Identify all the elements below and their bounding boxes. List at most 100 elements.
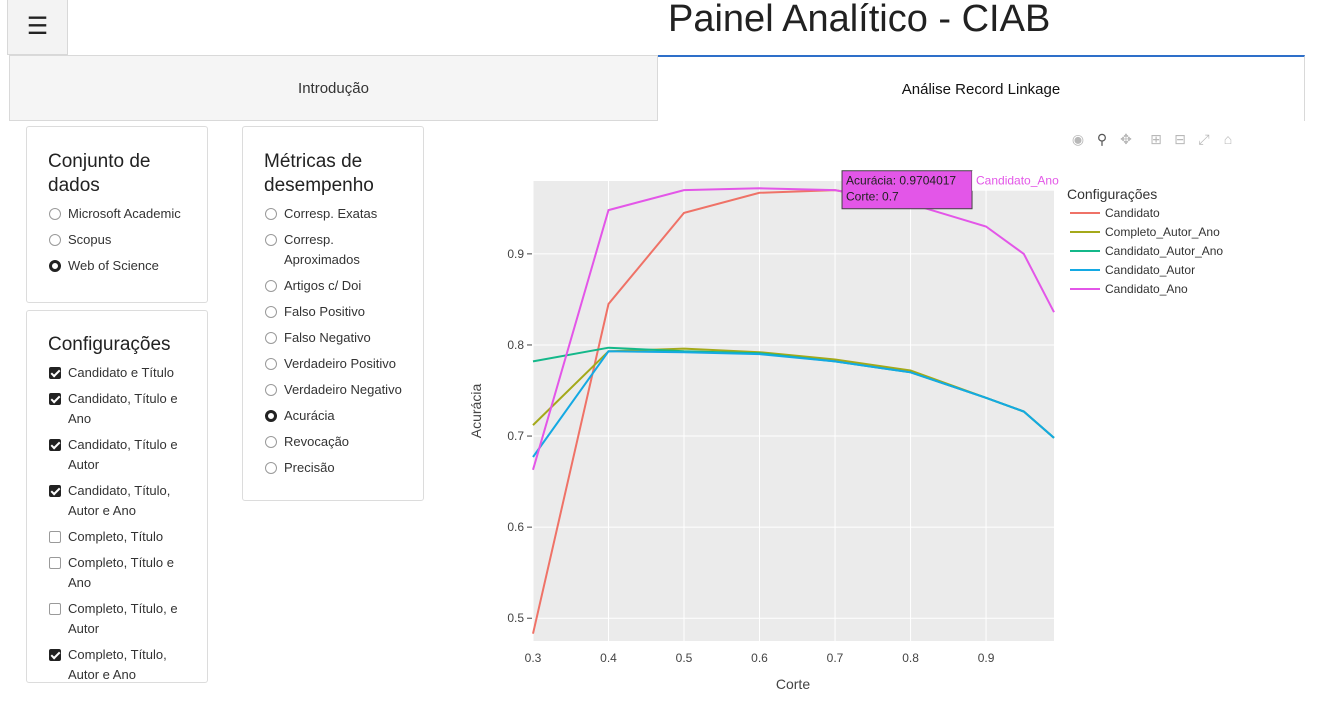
radio-button[interactable] (265, 436, 277, 448)
camera-icon[interactable]: ◉ (1071, 131, 1085, 147)
legend-label[interactable]: Candidato_Autor_Ano (1105, 244, 1223, 258)
config-panel: Configurações Candidato e Título Candidat… (26, 310, 208, 683)
home-icon[interactable]: ⌂ (1223, 131, 1233, 147)
checkbox[interactable] (49, 603, 61, 615)
zoom-icon[interactable]: ⚲ (1096, 131, 1108, 147)
option-label: Candidato, Título e Autor (68, 437, 178, 472)
metric-option-3[interactable]: Falso Positivo (264, 302, 414, 322)
checkbox[interactable] (49, 485, 61, 497)
y-tick-label: 0.9 (507, 247, 524, 261)
checkbox[interactable] (49, 557, 61, 569)
metric-option-8[interactable]: Revocação (264, 432, 414, 452)
option-label: Corresp. Exatas (284, 206, 378, 221)
metric-option-9[interactable]: Precisão (264, 458, 414, 478)
config-option-5[interactable]: Completo, Título e Ano (48, 553, 198, 593)
dataset-panel: Conjunto de dados Microsoft Academic Scopu… (26, 126, 208, 303)
series-line-Candidato_Autor[interactable] (532, 350, 1055, 458)
metrics-title: Métricas de desempenho (264, 151, 374, 196)
config-option-4[interactable]: Completo, Título (48, 527, 198, 547)
hamburger-icon: ☰ (26, 13, 49, 40)
checkbox[interactable] (49, 367, 61, 379)
option-label: Candidato e Título (68, 365, 174, 380)
config-option-3[interactable]: Candidato, Título, Autor e Ano (48, 481, 198, 521)
metric-option-6[interactable]: Verdadeiro Negativo (264, 380, 414, 400)
radio-button[interactable] (265, 332, 277, 344)
option-label: Verdadeiro Positivo (284, 356, 397, 371)
option-label: Microsoft Academic (68, 206, 181, 221)
checkbox[interactable] (49, 439, 61, 451)
checkbox[interactable] (49, 649, 61, 661)
y-tick-label: 0.7 (507, 429, 524, 443)
series-line-Candidato_Ano[interactable] (532, 187, 1055, 471)
dataset-option-2[interactable]: Web of Science (48, 256, 181, 276)
metric-option-5[interactable]: Verdadeiro Positivo (264, 354, 414, 374)
radio-button[interactable] (49, 260, 61, 272)
checkbox[interactable] (49, 393, 61, 405)
option-label: Web of Science (68, 258, 159, 273)
option-label: Acurácia (284, 408, 335, 423)
config-option-7[interactable]: Completo, Título, Autor e Ano (48, 645, 198, 685)
legend-label[interactable]: Candidato (1105, 206, 1160, 220)
plot-modebar: ◉ ⚲ ✥ ⊞ ⊟ ⤢ ⌂ (1070, 131, 1244, 149)
legend-label[interactable]: Completo_Autor_Ano (1105, 225, 1220, 239)
autoscale-icon[interactable]: ⤢ (1198, 131, 1210, 147)
option-label: Falso Positivo (284, 304, 365, 319)
zoom-in-icon[interactable]: ⊞ (1150, 131, 1162, 147)
radio-button[interactable] (265, 358, 277, 370)
radio-button[interactable] (265, 462, 277, 474)
tooltip-line1: Acurácia: 0.9704017 (846, 174, 956, 188)
tab-bar: Introdução Análise Record Linkage (9, 55, 1305, 121)
metric-option-4[interactable]: Falso Negativo (264, 328, 414, 348)
option-label: Corresp. Aproximados (284, 232, 360, 267)
option-label: Completo, Título (68, 529, 164, 544)
x-tick-label: 0.9 (978, 651, 995, 665)
radio-button[interactable] (265, 280, 277, 292)
page-title: Painel Analítico - CIAB (668, 0, 1051, 40)
dataset-option-1[interactable]: Scopus (48, 230, 181, 250)
x-tick-label: 0.6 (751, 651, 768, 665)
config-option-2[interactable]: Candidato, Título e Autor (48, 435, 198, 475)
y-axis-title: Acurácia (468, 384, 484, 439)
radio-button[interactable] (265, 410, 277, 422)
x-tick-label: 0.8 (902, 651, 919, 665)
dataset-option-0[interactable]: Microsoft Academic (48, 204, 181, 224)
tab-analise-record-linkage[interactable]: Análise Record Linkage (658, 55, 1305, 121)
plot-area (533, 181, 1054, 641)
radio-button[interactable] (265, 306, 277, 318)
radio-button[interactable] (265, 384, 277, 396)
checkbox[interactable] (49, 531, 61, 543)
y-tick-label: 0.8 (507, 338, 524, 352)
radio-button[interactable] (49, 208, 61, 220)
legend-label[interactable]: Candidato_Ano (1105, 282, 1188, 296)
menu-button[interactable]: ☰ (7, 0, 68, 55)
option-label: Completo, Título, Autor e Ano (68, 647, 167, 682)
hover-tooltip: Acurácia: 0.9704017 Corte: 0.7 Candidato_A… (841, 170, 1069, 210)
config-option-6[interactable]: Completo, Título, e Autor (48, 599, 198, 639)
config-option-1[interactable]: Candidato, Título e Ano (48, 389, 198, 429)
metric-option-7[interactable]: Acurácia (264, 406, 414, 426)
x-tick-label: 0.3 (525, 651, 542, 665)
metrics-panel: Métricas de desempenho Corresp. Exatas Cor… (242, 126, 424, 501)
radio-button[interactable] (49, 234, 61, 246)
zoom-out-icon[interactable]: ⊟ (1174, 131, 1186, 147)
legend-label[interactable]: Candidato_Autor (1105, 263, 1195, 277)
config-option-0[interactable]: Candidato e Título (48, 363, 198, 383)
tab-introducao[interactable]: Introdução (9, 55, 658, 121)
pan-icon[interactable]: ✥ (1120, 131, 1132, 147)
radio-button[interactable] (265, 208, 277, 220)
y-tick-label: 0.6 (507, 520, 524, 534)
radio-button[interactable] (265, 234, 277, 246)
x-tick-label: 0.5 (676, 651, 693, 665)
metric-option-2[interactable]: Artigos c/ Doi (264, 276, 414, 296)
tooltip-series-box (972, 170, 1069, 191)
x-tick-label: 0.7 (827, 651, 844, 665)
option-label: Scopus (68, 232, 112, 247)
metric-option-0[interactable]: Corresp. Exatas (264, 204, 414, 224)
x-axis-title: Corte (776, 676, 810, 692)
x-tick-label: 0.4 (600, 651, 617, 665)
accuracy-chart[interactable]: 0.3 0.4 0.5 0.6 0.7 0.8 0.9 0.5 0.6 0.7 0.8 0.9 Cor… (460, 170, 1260, 700)
metric-option-1[interactable]: Corresp. Aproximados (264, 230, 414, 270)
option-label: Precisão (284, 460, 335, 475)
y-tick-label: 0.5 (507, 611, 524, 625)
option-label: Completo, Título e Ano (68, 555, 174, 590)
